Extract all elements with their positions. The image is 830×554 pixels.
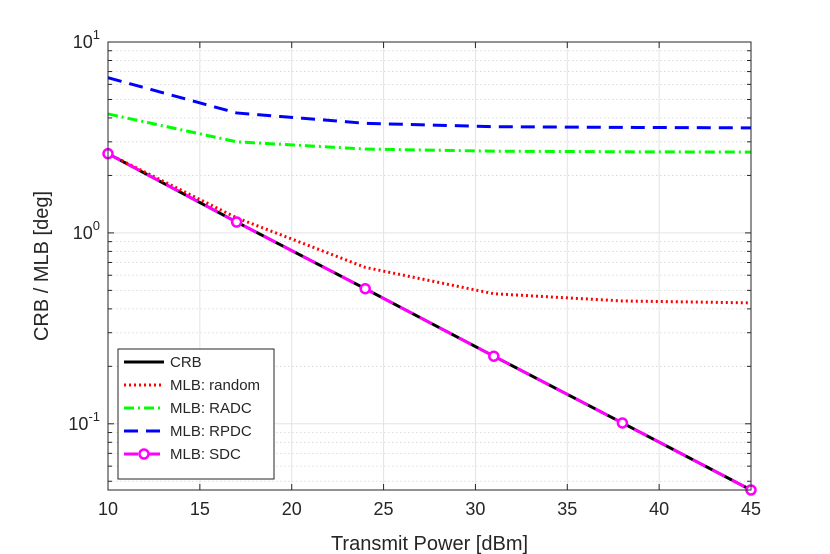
x-tick-label: 20 bbox=[282, 499, 302, 519]
x-tick-label: 15 bbox=[190, 499, 210, 519]
plot-frame bbox=[107, 41, 752, 491]
y-tick-label: 10-1 bbox=[68, 409, 100, 434]
y-tick-label: 100 bbox=[73, 218, 100, 243]
series-marker-mlb-sdc bbox=[488, 350, 500, 362]
series-line-mlb-radc bbox=[107, 112, 752, 154]
x-tick-label: 10 bbox=[98, 499, 118, 519]
y-axis-label: CRB / MLB [deg] bbox=[31, 191, 53, 341]
x-axis-label: Transmit Power [dBm] bbox=[331, 533, 528, 554]
legend-marker-mlb-sdc bbox=[138, 448, 150, 460]
series-line-mlb-sdc bbox=[107, 152, 752, 492]
series-marker-mlb-sdc bbox=[230, 216, 243, 228]
x-tick-label: 40 bbox=[649, 499, 669, 519]
legend-label-mlb-sdc: MLB: SDC bbox=[170, 446, 241, 463]
y-tick-label: 101 bbox=[73, 27, 100, 52]
series-marker-mlb-sdc bbox=[359, 282, 371, 295]
legend-label-mlb-random: MLB: random bbox=[170, 377, 260, 394]
legend-label-mlb-rpdc: MLB: RPDC bbox=[170, 423, 252, 440]
series-marker-mlb-sdc bbox=[616, 417, 629, 429]
minor-grid bbox=[108, 50, 751, 482]
series-layer bbox=[102, 76, 757, 496]
legend-label-crb: CRB bbox=[170, 354, 202, 371]
x-tick-label: 30 bbox=[465, 499, 485, 519]
ticks-layer: 10 15 20 25 30 35 40 45 10-1 100 101 bbox=[68, 27, 761, 519]
x-tick-label: 25 bbox=[374, 499, 394, 519]
series-line-mlb-rpdc bbox=[107, 76, 752, 130]
x-tick-label: 45 bbox=[741, 499, 761, 519]
legend-label-mlb-radc: MLB: RADC bbox=[170, 400, 252, 417]
x-tick-label: 35 bbox=[557, 499, 577, 519]
legend: CRB MLB: random MLB: RADC MLB: RPDC MLB: SDC bbox=[117, 348, 275, 480]
